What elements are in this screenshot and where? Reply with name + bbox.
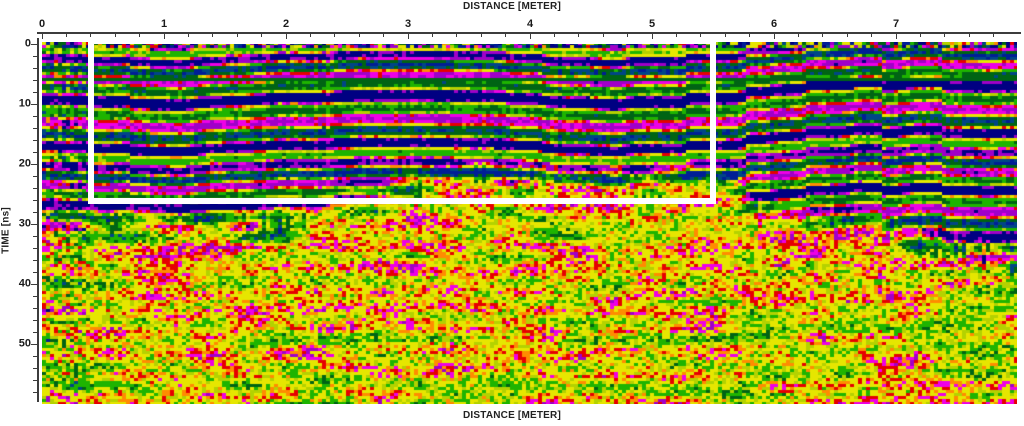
y-tick-label: 50 — [18, 337, 31, 350]
y-minor-tick — [33, 67, 37, 69]
x-minor-tick — [212, 33, 214, 37]
x-tick-label: 0 — [38, 18, 46, 30]
x-minor-tick — [675, 33, 677, 37]
x-minor-tick — [919, 33, 921, 37]
y-minor-tick — [33, 211, 37, 213]
x-minor-tick — [578, 33, 580, 37]
y-minor-tick — [33, 259, 37, 261]
y-minor-tick — [33, 367, 37, 369]
y-minor-tick — [33, 91, 37, 93]
y-minor-tick — [33, 391, 37, 393]
y-minor-tick — [33, 151, 37, 153]
x-minor-tick — [65, 33, 67, 37]
x-major-tick — [41, 33, 43, 39]
x-major-tick — [773, 33, 775, 39]
y-minor-tick — [33, 355, 37, 357]
y-minor-tick — [33, 319, 37, 321]
y-major-tick — [31, 163, 37, 165]
y-minor-tick — [33, 175, 37, 177]
x-major-tick — [529, 33, 531, 39]
x-tick-label: 7 — [892, 18, 900, 30]
x-minor-tick — [187, 33, 189, 37]
y-tick-label: 40 — [18, 277, 31, 290]
y-minor-tick — [33, 139, 37, 141]
top-axis-line — [37, 32, 1021, 34]
y-major-tick — [31, 223, 37, 225]
y-minor-tick — [33, 79, 37, 81]
x-major-tick — [163, 33, 165, 39]
x-minor-tick — [700, 33, 702, 37]
x-minor-tick — [139, 33, 141, 37]
x-major-tick — [285, 33, 287, 39]
x-tick-label: 4 — [526, 18, 534, 30]
y-minor-tick — [33, 307, 37, 309]
x-tick-label: 2 — [282, 18, 290, 30]
y-minor-tick — [33, 55, 37, 57]
y-minor-tick — [33, 115, 37, 117]
y-tick-label: 30 — [18, 217, 31, 230]
y-minor-tick — [33, 331, 37, 333]
y-tick-label: 10 — [18, 97, 31, 110]
x-minor-tick — [358, 33, 360, 37]
y-minor-tick — [33, 235, 37, 237]
y-major-tick — [31, 283, 37, 285]
y-major-tick — [31, 343, 37, 345]
x-minor-tick — [431, 33, 433, 37]
x-tick-label: 3 — [404, 18, 412, 30]
x-minor-tick — [993, 33, 995, 37]
bottom-axis-title: DISTANCE [METER] — [462, 410, 561, 421]
x-minor-tick — [822, 33, 824, 37]
y-major-tick — [31, 43, 37, 45]
x-minor-tick — [846, 33, 848, 37]
x-major-tick — [407, 33, 409, 39]
y-minor-tick — [33, 379, 37, 381]
y-minor-tick — [33, 271, 37, 273]
y-major-tick — [31, 103, 37, 105]
x-minor-tick — [236, 33, 238, 37]
x-minor-tick — [602, 33, 604, 37]
x-tick-label: 1 — [160, 18, 168, 30]
left-axis-line — [37, 38, 39, 402]
x-minor-tick — [871, 33, 873, 37]
top-axis-title: DISTANCE [METER] — [462, 1, 561, 12]
x-minor-tick — [309, 33, 311, 37]
x-minor-tick — [261, 33, 263, 37]
x-major-tick — [895, 33, 897, 39]
x-minor-tick — [456, 33, 458, 37]
x-minor-tick — [383, 33, 385, 37]
annotation-rectangle — [88, 38, 716, 204]
x-tick-label: 5 — [648, 18, 656, 30]
x-minor-tick — [334, 33, 336, 37]
x-minor-tick — [480, 33, 482, 37]
y-minor-tick — [33, 127, 37, 129]
x-minor-tick — [749, 33, 751, 37]
radargram-image — [42, 42, 1017, 404]
y-minor-tick — [33, 295, 37, 297]
x-minor-tick — [114, 33, 116, 37]
x-minor-tick — [797, 33, 799, 37]
x-minor-tick — [90, 33, 92, 37]
x-minor-tick — [553, 33, 555, 37]
x-major-tick — [651, 33, 653, 39]
left-axis-title: TIME [ns] — [0, 207, 12, 254]
x-tick-label: 6 — [770, 18, 778, 30]
y-tick-label: 20 — [18, 157, 31, 170]
x-minor-tick — [968, 33, 970, 37]
x-minor-tick — [505, 33, 507, 37]
y-minor-tick — [33, 187, 37, 189]
x-minor-tick — [724, 33, 726, 37]
y-minor-tick — [33, 199, 37, 201]
x-minor-tick — [627, 33, 629, 37]
y-tick-label: 0 — [24, 37, 31, 50]
x-minor-tick — [944, 33, 946, 37]
y-minor-tick — [33, 247, 37, 249]
